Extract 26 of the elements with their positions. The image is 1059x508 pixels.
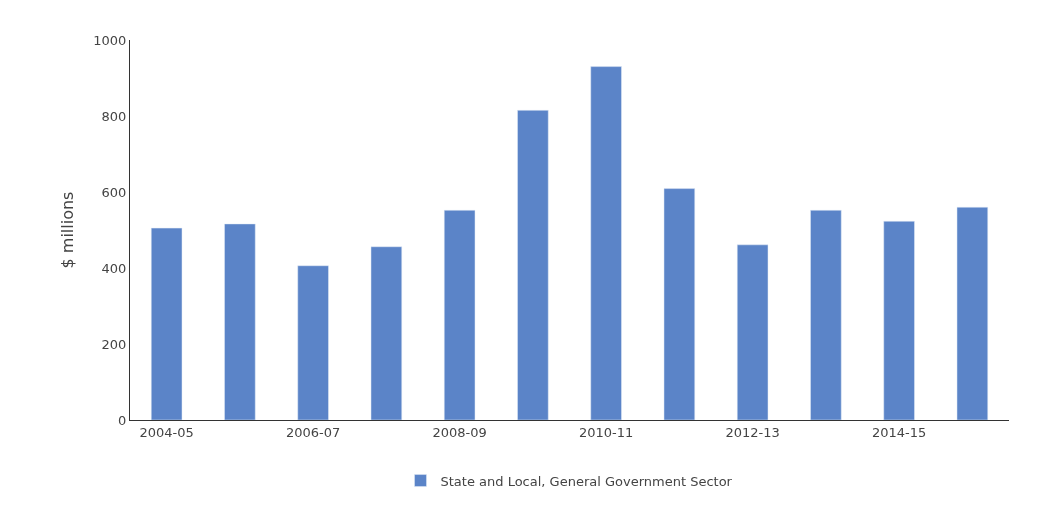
- x-tick-label: 2006-07: [285, 424, 341, 440]
- y-tick-label: 1000: [93, 32, 127, 48]
- y-tick-label: 600: [101, 184, 127, 200]
- x-tick-label: 2010-11: [578, 424, 634, 440]
- y-tick-label: 400: [101, 260, 127, 276]
- y-tick-label: 0: [118, 412, 127, 428]
- y-axis-title: $ millions: [58, 191, 78, 269]
- bar: [517, 110, 549, 420]
- bar: [590, 66, 622, 420]
- bar: [370, 246, 403, 420]
- bar: [956, 206, 989, 420]
- bar: [297, 265, 329, 420]
- bar: [443, 209, 476, 420]
- x-tick-label: 2004-05: [139, 424, 194, 440]
- bar: [150, 227, 183, 420]
- y-tick-label: 200: [101, 336, 127, 352]
- bar: [224, 223, 256, 420]
- bar: [663, 188, 696, 420]
- bar: [810, 209, 842, 420]
- bar: [883, 221, 915, 420]
- bar: [736, 244, 769, 420]
- x-tick-label: 2014-15: [871, 424, 927, 440]
- x-tick-label: 2008-09: [432, 424, 487, 440]
- x-tick-label: 2012-13: [725, 424, 780, 440]
- legend-label: State and Local, General Government Sector: [440, 473, 733, 489]
- y-tick-label: 800: [101, 108, 127, 124]
